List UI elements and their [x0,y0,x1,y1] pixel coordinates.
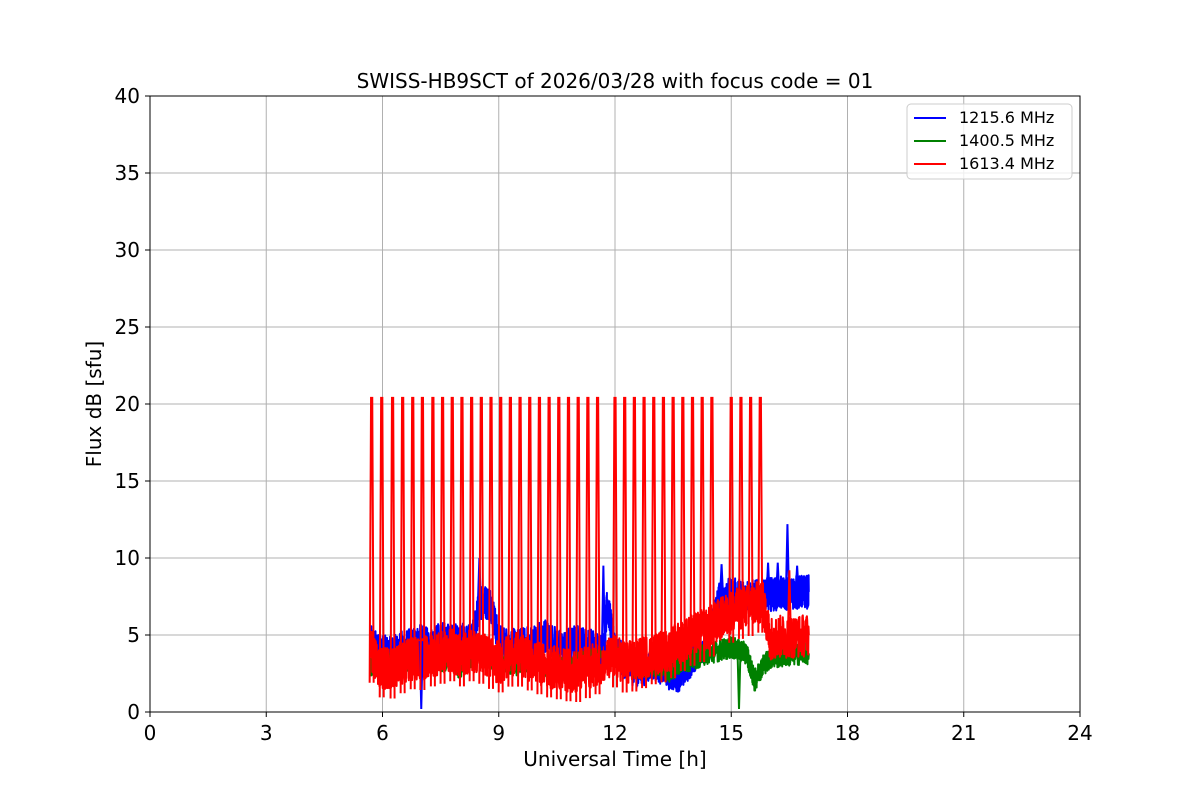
calibration-spike [419,396,426,690]
calibration-spike [378,396,385,698]
calibration-spike [399,396,406,694]
calibration-spike [699,396,706,662]
calibration-spike [757,396,764,633]
calibration-spike [389,396,396,699]
x-tick-label: 18 [835,721,860,745]
y-axis-label: Flux dB [sfu] [82,341,106,467]
legend-label-1215: 1215.6 MHz [959,108,1054,127]
x-axis-ticks: 0 3 6 9 12 15 18 21 24 [144,712,1093,745]
y-tick-label: 20 [115,392,140,416]
legend-label-1613: 1613.4 MHz [959,154,1054,173]
x-tick-label: 21 [951,721,976,745]
spike-12156 [775,562,781,594]
calibration-spike [429,396,436,687]
x-tick-label: 0 [144,721,157,745]
legend: 1215.6 MHz 1400.5 MHz 1613.4 MHz [906,103,1073,180]
x-tick-label: 3 [260,721,273,745]
calibration-spike [507,396,514,687]
legend-box [906,103,1073,180]
calibration-spike [546,396,553,698]
calibration-spike [612,396,618,688]
plot-series-group [368,396,810,709]
y-axis-ticks: 0 5 10 15 20 25 30 35 40 [115,84,150,724]
calibration-spike [497,396,504,693]
x-tick-label: 9 [492,721,505,745]
legend-label-1400: 1400.5 MHz [959,131,1054,150]
calibration-spike [689,396,696,666]
calibration-spike [728,396,735,643]
calibration-spike [679,396,686,671]
x-tick-label: 6 [376,721,389,745]
calibration-spike [650,396,657,685]
x-tick-label: 24 [1067,721,1092,745]
calibration-spike [449,396,456,682]
calibration-spike [737,396,744,639]
spike-12156 [719,564,725,597]
calibration-spike [409,396,416,690]
spike-14005 [736,650,742,709]
x-axis-label: Universal Time [h] [523,747,706,771]
calibration-spike [747,396,754,637]
calibration-spike [565,396,572,702]
calibration-spike [536,396,543,695]
calibration-spike [488,396,494,689]
spike-12156 [765,562,771,595]
calibration-spike [575,396,582,702]
spike-12156 [600,565,606,651]
y-tick-label: 25 [115,315,140,339]
calibration-spike [468,396,475,682]
calibration-spike [594,396,601,695]
calibration-spike [517,396,524,687]
y-tick-label: 30 [115,238,140,262]
spike-16134 [786,570,792,637]
y-tick-label: 0 [127,700,140,724]
calibration-spike [584,396,591,699]
x-tick-label: 12 [602,721,627,745]
calibration-spike [526,396,533,691]
y-tick-label: 35 [115,161,140,185]
calibration-spike [555,396,562,700]
y-tick-label: 5 [127,623,140,647]
spike-12156 [794,565,800,593]
calibration-spike [631,396,638,692]
calibration-spike [641,396,648,689]
calibration-spike [708,396,715,657]
y-tick-label: 15 [115,469,140,493]
calibration-spike [621,396,628,693]
y-tick-label: 40 [115,84,140,108]
calibration-spike [458,396,465,687]
calibration-spike [368,396,375,683]
calibration-spike [439,396,446,684]
calibration-spike [670,396,677,679]
calibration-spike [478,396,485,684]
chart-title: SWISS-HB9SCT of 2026/03/28 with focus co… [357,69,874,93]
calibration-spike [660,396,667,683]
y-tick-label: 10 [115,546,140,570]
x-tick-label: 15 [719,721,744,745]
